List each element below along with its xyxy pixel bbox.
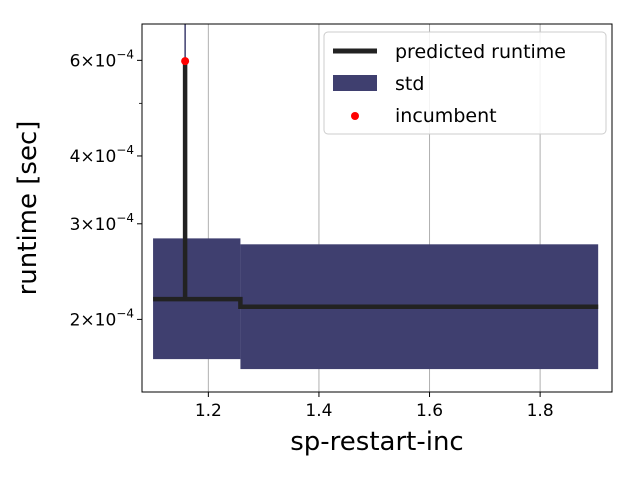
legend-swatch-std	[333, 75, 377, 91]
y-tick-label-3: 4×10−4	[70, 143, 134, 167]
x-axis-label: sp-restart-inc	[290, 427, 463, 457]
y-axis-label: runtime [sec]	[13, 121, 43, 296]
x-tick-label-1.8: 1.8	[527, 401, 554, 421]
incumbent-markers	[181, 57, 190, 66]
x-tick-label-1.6: 1.6	[416, 401, 443, 421]
y-tick-label-4: 6×10−4	[70, 47, 134, 71]
legend-label-3: incumbent	[395, 105, 497, 127]
x-ticks: 1.2 1.4 1.6 1.8	[195, 392, 554, 421]
incumbent-point	[181, 57, 190, 66]
legend-swatch-incumbent	[351, 112, 359, 120]
y-ticks: 2×10−4 3×10−4 4×10−4 6×10−4	[70, 47, 142, 330]
y-tick-label-1: 2×10−4	[70, 306, 134, 330]
legend-box	[323, 31, 607, 135]
series-line-1	[153, 61, 599, 310]
x-tick-label-1.2: 1.2	[195, 401, 222, 421]
legend: predicted runtime std incumbent	[323, 31, 607, 135]
legend-label-2: std	[395, 73, 424, 95]
legend-label-1: predicted runtime	[395, 41, 566, 63]
y-tick-label-2: 3×10−4	[70, 211, 134, 235]
predicted-runtime-line	[153, 61, 599, 310]
plot-frame	[141, 23, 613, 393]
x-tick-label-1.4: 1.4	[305, 401, 332, 421]
